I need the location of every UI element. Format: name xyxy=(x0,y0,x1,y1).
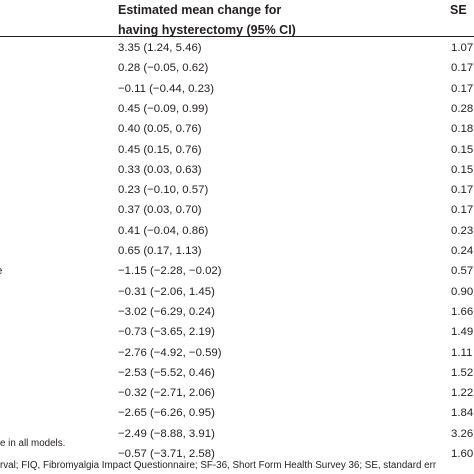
header-rule xyxy=(0,36,474,37)
footnote-1: e in all models. xyxy=(0,438,66,449)
header-estimate-line2: having hysterectomy (95% CI) xyxy=(118,23,296,37)
row-se: 3.26 xyxy=(451,427,474,440)
row-estimate: 0.33 (0.03, 0.63) xyxy=(118,163,202,176)
row-se: 0.15 xyxy=(451,143,474,156)
row-estimate: 0.40 (0.05, 0.76) xyxy=(118,123,202,136)
row-se: 1.11 xyxy=(451,346,473,359)
row-estimate: −1.15 (−2.28, −0.02) xyxy=(118,265,222,278)
table-row: 0.65 (0.17, 1.13) 0.24 xyxy=(0,242,474,262)
row-se: 0.17 xyxy=(451,184,474,197)
table-row: −2.76 (−4.92, −0.59) 1.11 xyxy=(0,344,474,364)
row-estimate: −2.76 (−4.92, −0.59) xyxy=(118,346,222,359)
row-se: 1.60 xyxy=(451,448,474,460)
header-estimate-line1: Estimated mean change for xyxy=(118,3,282,17)
row-estimate: 0.45 (−0.09, 0.99) xyxy=(118,102,209,115)
table-row: 0.23 (−0.10, 0.57) 0.17 xyxy=(0,181,474,201)
row-estimate: −0.11 (−0.44, 0.23) xyxy=(118,82,215,95)
row-se: 1.22 xyxy=(451,387,474,400)
table-row: −3.02 (−6.29, 0.24) 1.66 xyxy=(0,303,474,323)
row-estimate: −3.02 (−6.29, 0.24) xyxy=(118,305,215,318)
row-estimate: −0.57 (−3.71, 2.58) xyxy=(118,448,215,460)
table-row: −0.73 (−3.65, 2.19) 1.49 xyxy=(0,323,474,343)
row-estimate: −0.31 (−2.06, 1.45) xyxy=(118,285,215,298)
row-se: 0.17 xyxy=(451,62,474,75)
table-row: 0.45 (0.15, 0.76) 0.15 xyxy=(0,141,474,161)
table-row: −0.11 (−0.44, 0.23) 0.17 xyxy=(0,80,474,100)
row-estimate: 0.41 (−0.04, 0.86) xyxy=(118,224,209,237)
table-row: 0.45 (−0.09, 0.99) 0.28 xyxy=(0,100,474,120)
row-estimate: −2.49 (−8.88, 3.91) xyxy=(118,427,215,440)
row-se: 0.17 xyxy=(451,204,474,217)
row-se: 0.23 xyxy=(451,224,474,237)
row-estimate: 0.65 (0.17, 1.13) xyxy=(118,245,202,257)
row-se: 1.07 xyxy=(451,42,474,54)
table-row: 3.35 (1.24, 5.46) 1.07 xyxy=(0,39,474,59)
row-se: 0.15 xyxy=(451,163,474,176)
row-estimate: −2.65 (−6.26, 0.95) xyxy=(118,407,215,420)
table-row: −0.31 (−2.06, 1.45) 0.90 xyxy=(0,283,474,303)
row-se: 0.18 xyxy=(451,123,474,136)
table-row: −2.53 (−5.52, 0.46) 1.52 xyxy=(0,364,474,384)
row-estimate: 0.45 (0.15, 0.76) xyxy=(118,143,202,156)
row-label: e xyxy=(0,265,2,277)
table-row: −0.57 (−3.71, 2.58) 1.60 xyxy=(0,445,474,465)
row-se: 0.24 xyxy=(451,245,474,257)
header-estimate: Estimated mean change for having hystere… xyxy=(118,0,296,40)
row-se: 0.17 xyxy=(451,82,474,95)
row-se: 1.52 xyxy=(451,366,474,379)
row-se: 0.28 xyxy=(451,102,474,115)
row-se: 0.90 xyxy=(451,285,474,298)
row-estimate: 0.28 (−0.05, 0.62) xyxy=(118,62,209,75)
row-estimate: 0.23 (−0.10, 0.57) xyxy=(118,184,209,197)
table-row: 0.40 (0.05, 0.76) 0.18 xyxy=(0,120,474,140)
header-se: SE xyxy=(450,3,467,17)
table-row: 0.28 (−0.05, 0.62) 0.17 xyxy=(0,59,474,79)
table-row: 0.41 (−0.04, 0.86) 0.23 xyxy=(0,222,474,242)
row-estimate: 3.35 (1.24, 5.46) xyxy=(118,42,202,54)
table-row: −2.65 (−6.26, 0.95) 1.84 xyxy=(0,404,474,424)
row-estimate: −0.73 (−3.65, 2.19) xyxy=(118,326,215,339)
row-estimate: 0.37 (0.03, 0.70) xyxy=(118,204,202,217)
row-estimate: −2.53 (−5.52, 0.46) xyxy=(118,366,215,379)
table-row: 0.33 (0.03, 0.63) 0.15 xyxy=(0,161,474,181)
row-estimate: −0.32 (−2.71, 2.06) xyxy=(118,387,215,400)
row-se: 1.49 xyxy=(451,326,474,339)
table-row: −0.32 (−2.71, 2.06) 1.22 xyxy=(0,384,474,404)
row-se: 1.84 xyxy=(451,407,474,420)
table-row: −2.49 (−8.88, 3.91) 3.26 xyxy=(0,425,474,445)
table-row: 0.37 (0.03, 0.70) 0.17 xyxy=(0,201,474,221)
table-row: e −1.15 (−2.28, −0.02) 0.57 xyxy=(0,262,474,282)
row-se: 1.66 xyxy=(451,305,474,318)
footnote-2: rval; FIQ, Fibromyalgia Impact Questionn… xyxy=(0,460,437,471)
row-se: 0.57 xyxy=(451,265,474,278)
